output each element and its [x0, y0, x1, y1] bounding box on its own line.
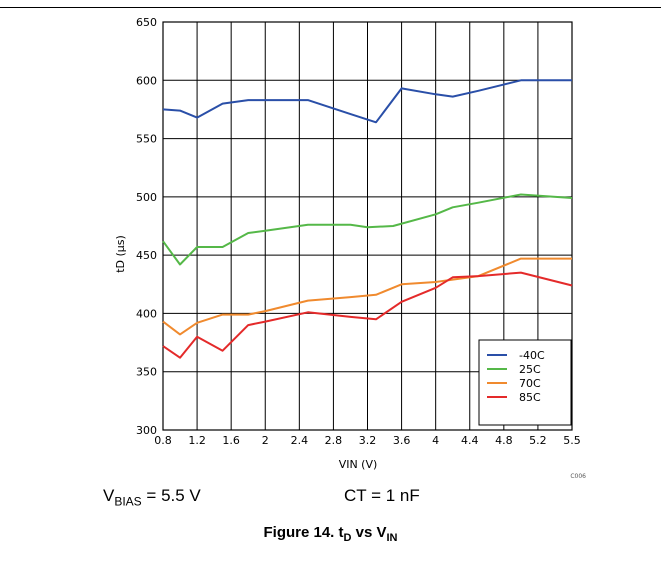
caption-mid: vs V: [351, 524, 387, 541]
x-tick-label: 2.8: [325, 434, 343, 447]
legend-label-25C: 25C: [519, 363, 541, 376]
x-tick-label: 4.4: [461, 434, 479, 447]
figure-caption: Figure 14. tD vs VIN: [0, 524, 661, 544]
figure-code: C006: [570, 473, 586, 480]
legend-label-85C: 85C: [519, 391, 541, 404]
top-rule: [0, 7, 661, 8]
x-tick-label: 1.2: [188, 434, 206, 447]
y-tick-label: 600: [136, 74, 157, 87]
vbias-subscript: BIAS: [114, 494, 142, 509]
caption-sub-in: IN: [386, 532, 398, 544]
x-tick-label: 1.6: [222, 434, 240, 447]
y-tick-label: 500: [136, 191, 157, 204]
y-tick-label: 650: [136, 16, 157, 29]
series-line-25C: [162, 193, 573, 266]
x-tick-label: 5.2: [529, 434, 547, 447]
vbias-condition: VBIAS = 5.5 V: [103, 486, 201, 508]
x-tick-label: 2: [262, 434, 269, 447]
y-tick-label: 450: [136, 249, 157, 262]
legend-label--40C: -40C: [519, 349, 545, 362]
y-tick-label: 400: [136, 307, 157, 320]
x-tick-label: 3.6: [393, 434, 411, 447]
x-tick-label: 0.8: [154, 434, 172, 447]
series-line-85C: [162, 271, 573, 359]
x-tick-label: 2.4: [291, 434, 309, 447]
caption-prefix: Figure 14. t: [263, 524, 344, 541]
series-layer: [162, 79, 573, 359]
legend-label-70C: 70C: [519, 377, 541, 390]
x-tick-label: 5.5: [563, 434, 581, 447]
vbias-value: = 5.5 V: [141, 486, 201, 505]
x-tick-label: 3.2: [359, 434, 377, 447]
series-line--40C: [162, 79, 572, 124]
x-axis-label: VIN (V): [339, 458, 378, 471]
x-tick-label: 4: [432, 434, 439, 447]
caption-sub-d: D: [343, 532, 352, 544]
x-tick-label: 4.8: [495, 434, 513, 447]
plot-frame: [162, 21, 573, 431]
y-tick-label: 350: [136, 366, 157, 379]
y-tick-label: 300: [136, 424, 157, 437]
ct-condition: CT = 1 nF: [344, 486, 420, 505]
vbias-symbol: V: [103, 486, 115, 505]
y-tick-label: 550: [136, 133, 157, 146]
y-axis-label: tD (µs): [114, 235, 127, 273]
chart: 0.8 1.2 1.6 2 2.4 2.8 3.2 3.6 4 4.4 4.8 5.2 5.5 300 35…: [114, 16, 586, 480]
tick-labels: 0.8 1.2 1.6 2 2.4 2.8 3.2 3.6 4 4.4 4.8 5.2 5.5 300 35…: [136, 16, 581, 447]
